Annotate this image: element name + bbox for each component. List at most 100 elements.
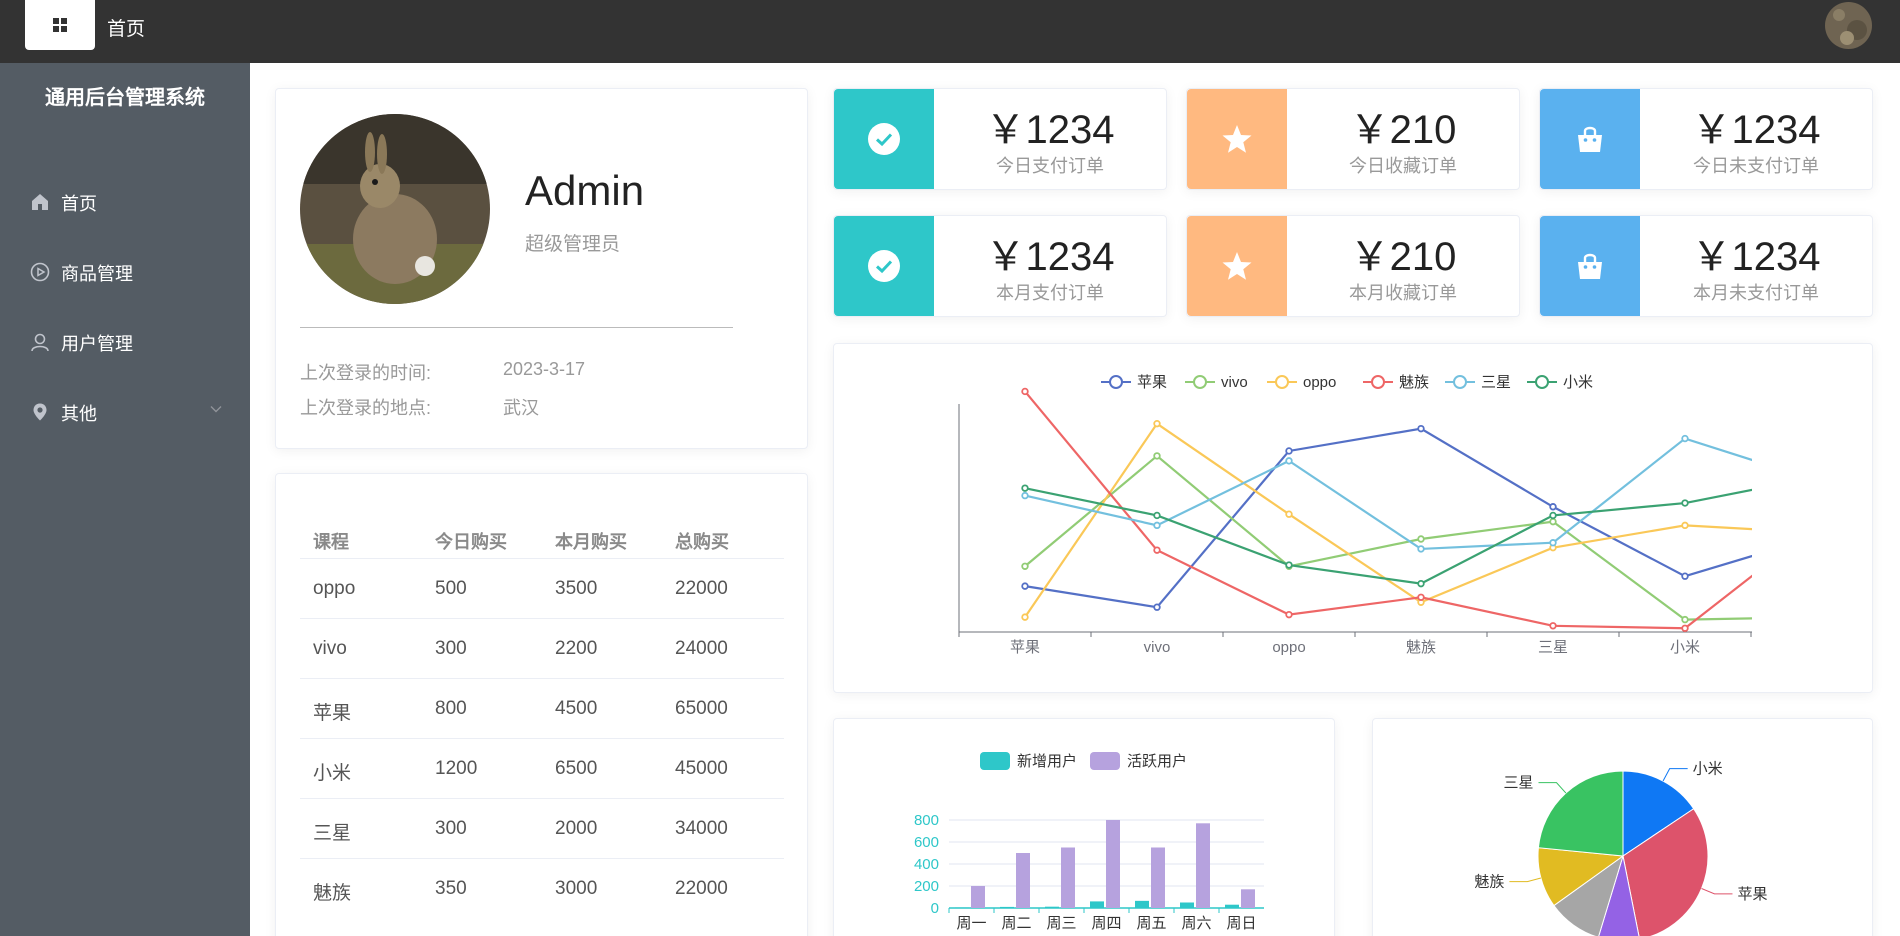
data-point: [1681, 572, 1689, 580]
chevron-down-icon[interactable]: [209, 402, 223, 416]
table-cell: vivo: [313, 638, 347, 659]
data-point: [1681, 624, 1689, 632]
stat-card: ￥1234 本月未支付订单: [1539, 215, 1873, 317]
last-login-time-value: 2023-3-17: [503, 359, 586, 379]
sidebar-item-label: 用户管理: [61, 334, 133, 354]
sidebar-item-home[interactable]: 首页: [0, 173, 250, 229]
y-tick-label: 400: [914, 856, 939, 873]
bar-新增用户: [1135, 900, 1149, 908]
stat-value: ￥210: [1349, 108, 1457, 152]
data-point: [1153, 419, 1161, 428]
series-苹果: [1021, 424, 1820, 611]
data-point: [1153, 511, 1161, 520]
star-icon: [1222, 125, 1252, 153]
table-cell: 2000: [555, 818, 598, 839]
user-icon: [31, 333, 49, 352]
breadcrumb[interactable]: 首页: [107, 19, 146, 40]
data-point: [1285, 561, 1293, 569]
sidebar-item-label: 其他: [61, 404, 97, 424]
legend-item: 活跃用户: [1090, 752, 1187, 770]
stat-card: ￥210 今日收藏订单: [1186, 88, 1520, 190]
x-tick-label: 周一: [956, 915, 986, 932]
pie-label: 苹果: [1737, 886, 1767, 903]
series-三星: [1021, 434, 1820, 553]
table-row[interactable]: 苹果 800 4500 65000: [300, 678, 784, 738]
x-tick-label: 魅族: [1406, 639, 1436, 656]
data-point: [1814, 478, 1820, 484]
bar-活跃用户: [1061, 847, 1075, 908]
table-row[interactable]: 魅族 350 3000 22000: [300, 858, 784, 918]
data-point: [1814, 530, 1820, 536]
table-header: 本月购买: [555, 532, 627, 552]
user-avatar[interactable]: [1825, 2, 1872, 49]
legend-marker: [1535, 375, 1549, 389]
table-cell: 3000: [555, 878, 598, 899]
legend-item: 魅族: [1363, 374, 1429, 391]
series-小米: [1021, 484, 1752, 588]
data-point: [1153, 546, 1161, 554]
data-point: [1021, 484, 1029, 492]
legend-label: 新增用户: [1017, 753, 1077, 770]
location-icon: [33, 403, 47, 421]
legend-label: 苹果: [1137, 374, 1167, 391]
shopping-bag-icon: [1578, 253, 1602, 279]
data-point: [1285, 457, 1293, 465]
grid-icon: [53, 18, 67, 32]
data-point: [1549, 511, 1557, 520]
stat-icon-box: [1187, 216, 1287, 316]
success-icon: [868, 123, 900, 155]
stat-card: ￥210 本月收藏订单: [1186, 215, 1520, 317]
table-cell: 34000: [675, 818, 728, 839]
x-tick-label: 周三: [1046, 915, 1076, 932]
data-point: [1417, 593, 1425, 601]
sidebar: 通用后台管理系统 首页 商品管理 用户管理 其他: [0, 63, 250, 936]
bar-chart-card: 新增用户 活跃用户 0 200 400 600 800 周一 周二 周三 周四 周五 周六 周日: [833, 718, 1335, 936]
sidebar-item-label: 商品管理: [61, 264, 133, 284]
legend-item: 三星: [1445, 374, 1511, 391]
stat-icon-box: [1540, 89, 1640, 189]
last-login-place-value: 武汉: [503, 398, 539, 418]
table-row[interactable]: 三星 300 2000 34000: [300, 798, 784, 858]
x-tick-label: 小米: [1670, 639, 1700, 656]
table-cell: 三星: [313, 823, 352, 844]
data-point: [1814, 523, 1820, 529]
sidebar-item-users[interactable]: 用户管理: [0, 313, 250, 369]
bar-活跃用户: [1151, 847, 1165, 908]
profile-card: Admin 超级管理员 上次登录的时间: 2023-3-17 上次登录的地点: …: [275, 88, 808, 449]
menu-toggle-button[interactable]: [25, 0, 95, 50]
data-point: [1681, 615, 1689, 624]
pie-slice-三星: [1537, 770, 1624, 857]
table-cell: 24000: [675, 638, 728, 659]
y-tick-label: 0: [931, 900, 939, 917]
last-login-place-label: 上次登录的地点:: [300, 398, 432, 418]
table-row[interactable]: vivo 300 2200 24000: [300, 618, 784, 678]
bar-活跃用户: [1106, 820, 1120, 908]
x-tick-label: 周日: [1226, 915, 1256, 932]
data-point: [1153, 521, 1161, 530]
legend-item: 新增用户: [980, 752, 1077, 770]
stat-label: 本月收藏订单: [1349, 283, 1457, 303]
legend-marker: [1109, 375, 1123, 389]
pie-label: 三星: [1503, 775, 1533, 792]
data-point: [1814, 534, 1820, 540]
table-row[interactable]: oppo 500 3500 22000: [300, 558, 784, 618]
pie-label-line: [1701, 888, 1733, 895]
pie-slice-vivo: [1598, 855, 1640, 936]
table-cell: 300: [435, 638, 467, 659]
data-point: [1285, 447, 1293, 455]
stat-value: ￥1234: [1691, 108, 1821, 152]
series-oppo: [1021, 419, 1820, 621]
data-point: [1549, 539, 1557, 547]
legend-label: 小米: [1563, 374, 1593, 391]
table-row[interactable]: 小米 1200 6500 45000: [300, 738, 784, 798]
stat-value: ￥1234: [1691, 235, 1821, 279]
sidebar-item-other[interactable]: 其他: [0, 383, 250, 439]
table-cell: 22000: [675, 578, 728, 599]
pie-label: 魅族: [1474, 874, 1504, 891]
bar-新增用户: [1225, 904, 1239, 908]
data-point: [1021, 562, 1029, 570]
sidebar-item-products[interactable]: 商品管理: [0, 243, 250, 299]
data-point: [1285, 610, 1293, 619]
x-tick-label: 三星: [1538, 639, 1568, 656]
